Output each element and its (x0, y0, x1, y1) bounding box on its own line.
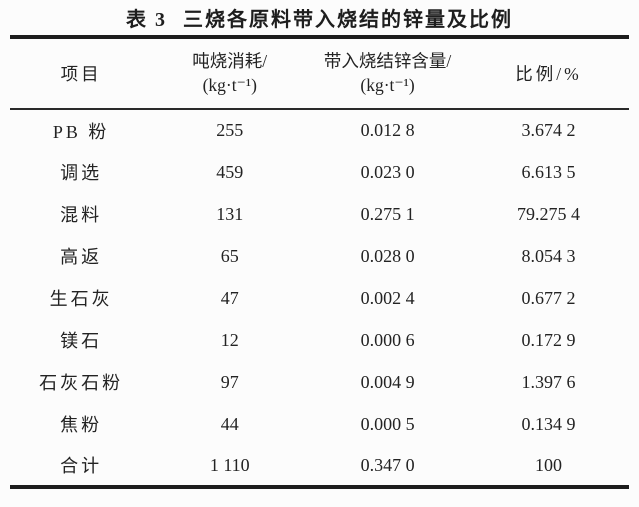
zinc-cell: 0.028 0 (360, 245, 415, 266)
zinc-cell: 0.000 5 (360, 413, 415, 434)
item-cell: PB 粉 (52, 121, 110, 142)
header-item: 项目 (60, 64, 102, 84)
consumption-cell: 1 110 (209, 454, 250, 475)
zinc-data-table: 项目 吨烧消耗/ (kg·t⁻¹) 带入烧结锌含量/ (kg·t⁻¹) 比例/%… (10, 35, 629, 489)
table-row: 生石灰 47 0.002 4 0.677 2 (10, 277, 629, 319)
consumption-cell: 47 (220, 287, 239, 308)
item-cell: 石灰石粉 (39, 373, 124, 393)
ratio-cell: 79.275 4 (517, 203, 581, 224)
item-cell: 生石灰 (49, 289, 113, 309)
header-zinc-name: 带入烧结锌含量/ (323, 50, 452, 71)
item-cell: 合计 (60, 456, 103, 476)
table-caption: 表 3 三烧各原料带入烧结的锌量及比例 (10, 0, 629, 35)
consumption-cell: 44 (220, 413, 239, 434)
zinc-cell: 0.000 6 (360, 329, 415, 350)
ratio-cell: 8.054 3 (521, 245, 576, 266)
table-number-label: 表 3 (126, 9, 167, 31)
table-row: 混料 131 0.275 1 79.275 4 (10, 193, 629, 235)
table-title-text: 三烧各原料带入烧结的锌量及比例 (183, 9, 513, 31)
header-consumption-name: 吨烧消耗/ (192, 50, 268, 71)
consumption-cell: 97 (220, 371, 239, 392)
zinc-cell: 0.012 8 (360, 120, 415, 140)
header-ratio: 比例/% (515, 64, 582, 84)
header-row: 项目 吨烧消耗/ (kg·t⁻¹) 带入烧结锌含量/ (kg·t⁻¹) 比例/% (10, 37, 629, 109)
consumption-cell: 131 (216, 203, 244, 224)
table-row: 镁石 12 0.000 6 0.172 9 (10, 319, 629, 361)
header-consumption-unit: (kg·t⁻¹) (202, 74, 257, 95)
ratio-cell: 100 (535, 454, 563, 475)
consumption-cell: 65 (220, 245, 239, 266)
zinc-cell: 0.023 0 (360, 161, 415, 182)
ratio-cell: 0.677 2 (521, 287, 576, 308)
table-row: 调选 459 0.023 0 6.613 5 (10, 151, 629, 193)
table-row: PB 粉 255 0.012 8 3.674 2 (10, 109, 629, 151)
item-cell: 镁石 (60, 331, 103, 351)
table-row: 石灰石粉 97 0.004 9 1.397 6 (10, 361, 629, 403)
item-cell: 高返 (60, 247, 103, 267)
zinc-cell: 0.002 4 (360, 287, 415, 308)
item-cell: 混料 (60, 205, 103, 225)
table-header: 项目 吨烧消耗/ (kg·t⁻¹) 带入烧结锌含量/ (kg·t⁻¹) 比例/% (10, 37, 629, 109)
consumption-cell: 255 (216, 120, 244, 140)
item-cell: 焦粉 (60, 415, 103, 435)
table-row: 焦粉 44 0.000 5 0.134 9 (10, 403, 629, 445)
consumption-cell: 12 (220, 329, 239, 350)
ratio-cell: 3.674 2 (521, 120, 576, 140)
ratio-cell: 0.134 9 (521, 413, 576, 434)
item-cell: 调选 (60, 163, 103, 183)
header-zinc: 带入烧结锌含量/ (kg·t⁻¹) (307, 37, 468, 109)
ratio-cell: 1.397 6 (521, 371, 576, 392)
header-zinc-unit: (kg·t⁻¹) (360, 74, 415, 95)
zinc-cell: 0.004 9 (360, 371, 415, 392)
ratio-cell: 6.613 5 (521, 161, 576, 182)
zinc-cell: 0.275 1 (360, 203, 415, 224)
zinc-cell: 0.347 0 (360, 454, 415, 475)
ratio-cell: 0.172 9 (521, 329, 576, 350)
header-consumption: 吨烧消耗/ (kg·t⁻¹) (152, 37, 307, 109)
consumption-cell: 459 (216, 161, 244, 182)
table-row-total: 合计 1 110 0.347 0 100 (10, 445, 629, 487)
table-body: PB 粉 255 0.012 8 3.674 2 调选 459 0.023 0 … (10, 109, 629, 487)
table-row: 高返 65 0.028 0 8.054 3 (10, 235, 629, 277)
